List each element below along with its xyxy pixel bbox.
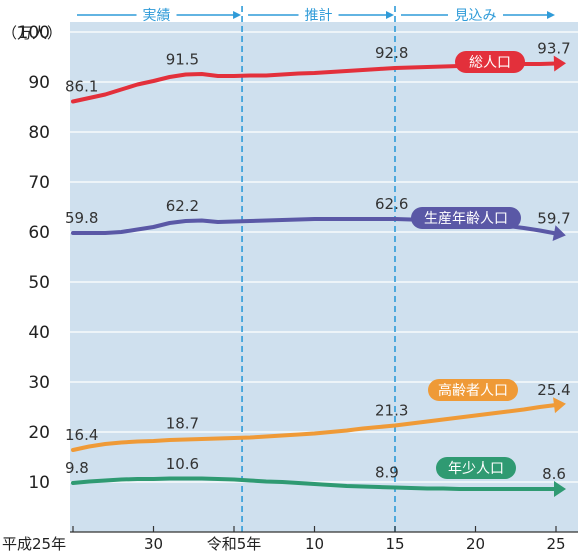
period-label-2: 推計 (305, 8, 333, 24)
data-label-15: 8.9 (375, 464, 399, 482)
x-tick-label-6: 20 (466, 535, 485, 552)
data-label-8: 59.7 (537, 210, 570, 228)
data-label-2: 91.5 (166, 51, 199, 69)
period-label-1: 実績 (143, 8, 171, 24)
plot-background (70, 22, 578, 532)
period-label-3: 見込み (455, 8, 497, 24)
data-label-3: 92.8 (375, 44, 408, 62)
data-label-14: 10.6 (166, 455, 199, 473)
data-label-12: 25.4 (537, 381, 570, 399)
y-tick-label-80: 80 (28, 123, 50, 143)
y-tick-label-90: 90 (28, 73, 50, 93)
x-tick-label-7: 25 (546, 535, 565, 552)
y-tick-label-40: 40 (28, 323, 50, 343)
data-label-1: 86.1 (65, 78, 98, 96)
data-label-13: 9.8 (65, 459, 89, 477)
period-arrowhead-1 (233, 11, 241, 19)
data-label-5: 59.8 (65, 209, 98, 227)
data-label-4: 93.7 (537, 40, 570, 58)
x-tick-label-2: 30 (144, 535, 163, 552)
data-label-10: 18.7 (166, 415, 199, 433)
period-arrowhead-2 (386, 11, 394, 19)
data-label-16: 8.6 (542, 465, 566, 483)
data-label-9: 16.4 (65, 426, 98, 444)
legend-label-1: 総人口 (469, 55, 511, 71)
y-tick-label-50: 50 (28, 273, 50, 293)
data-label-6: 62.2 (166, 197, 199, 215)
data-label-11: 21.3 (375, 402, 408, 420)
y-tick-label-10: 10 (28, 473, 50, 493)
x-tick-label-1: 平成25年 (2, 535, 66, 552)
data-label-7: 62.6 (375, 195, 408, 213)
x-tick-label-5: 15 (385, 535, 404, 552)
x-tick-label-3: 令和5年 (207, 535, 262, 552)
y-tick-label-60: 60 (28, 223, 50, 243)
legend-label-3: 高齢者人口 (438, 382, 508, 399)
y-tick-label-30: 30 (28, 373, 50, 393)
y-tick-label-20: 20 (28, 423, 50, 443)
y-tick-label-70: 70 (28, 173, 50, 193)
period-arrowhead-3 (547, 11, 555, 19)
legend-label-2: 生産年齢人口 (424, 211, 508, 227)
x-tick-label-4: 10 (305, 535, 324, 552)
legend-label-4: 年少人口 (448, 461, 504, 477)
y-tick-label-100: 100 (18, 23, 50, 43)
